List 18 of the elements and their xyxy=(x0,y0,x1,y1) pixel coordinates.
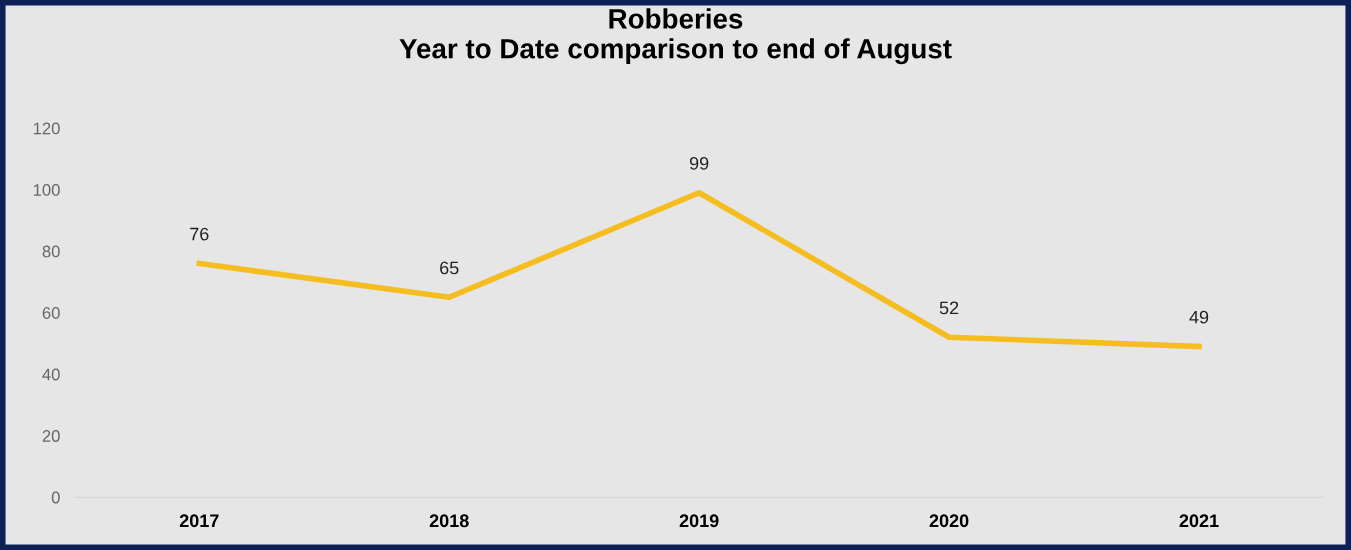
y-tick-label: 80 xyxy=(42,245,60,258)
data-label: 65 xyxy=(440,261,459,275)
data-label: 76 xyxy=(190,227,209,241)
y-tick-label: 40 xyxy=(42,368,60,381)
data-label: 52 xyxy=(939,301,959,315)
data-label: 99 xyxy=(689,156,709,170)
data-label: 49 xyxy=(1189,310,1209,324)
y-tick-label: 120 xyxy=(33,122,60,135)
x-tick-label: 2019 xyxy=(679,514,719,528)
x-tick-label: 2018 xyxy=(429,514,469,528)
x-tick-label: 2020 xyxy=(929,514,969,528)
x-tick-label: 2017 xyxy=(179,514,219,528)
x-tick-label: 2021 xyxy=(1179,514,1219,528)
y-tick-label: 60 xyxy=(42,307,60,319)
y-tick-label: 100 xyxy=(33,184,60,196)
y-tick-label: 20 xyxy=(42,430,60,442)
chart-title: Robberies Year to Date comparison to end of August xyxy=(399,8,952,65)
y-tick-label: 0 xyxy=(51,491,60,504)
